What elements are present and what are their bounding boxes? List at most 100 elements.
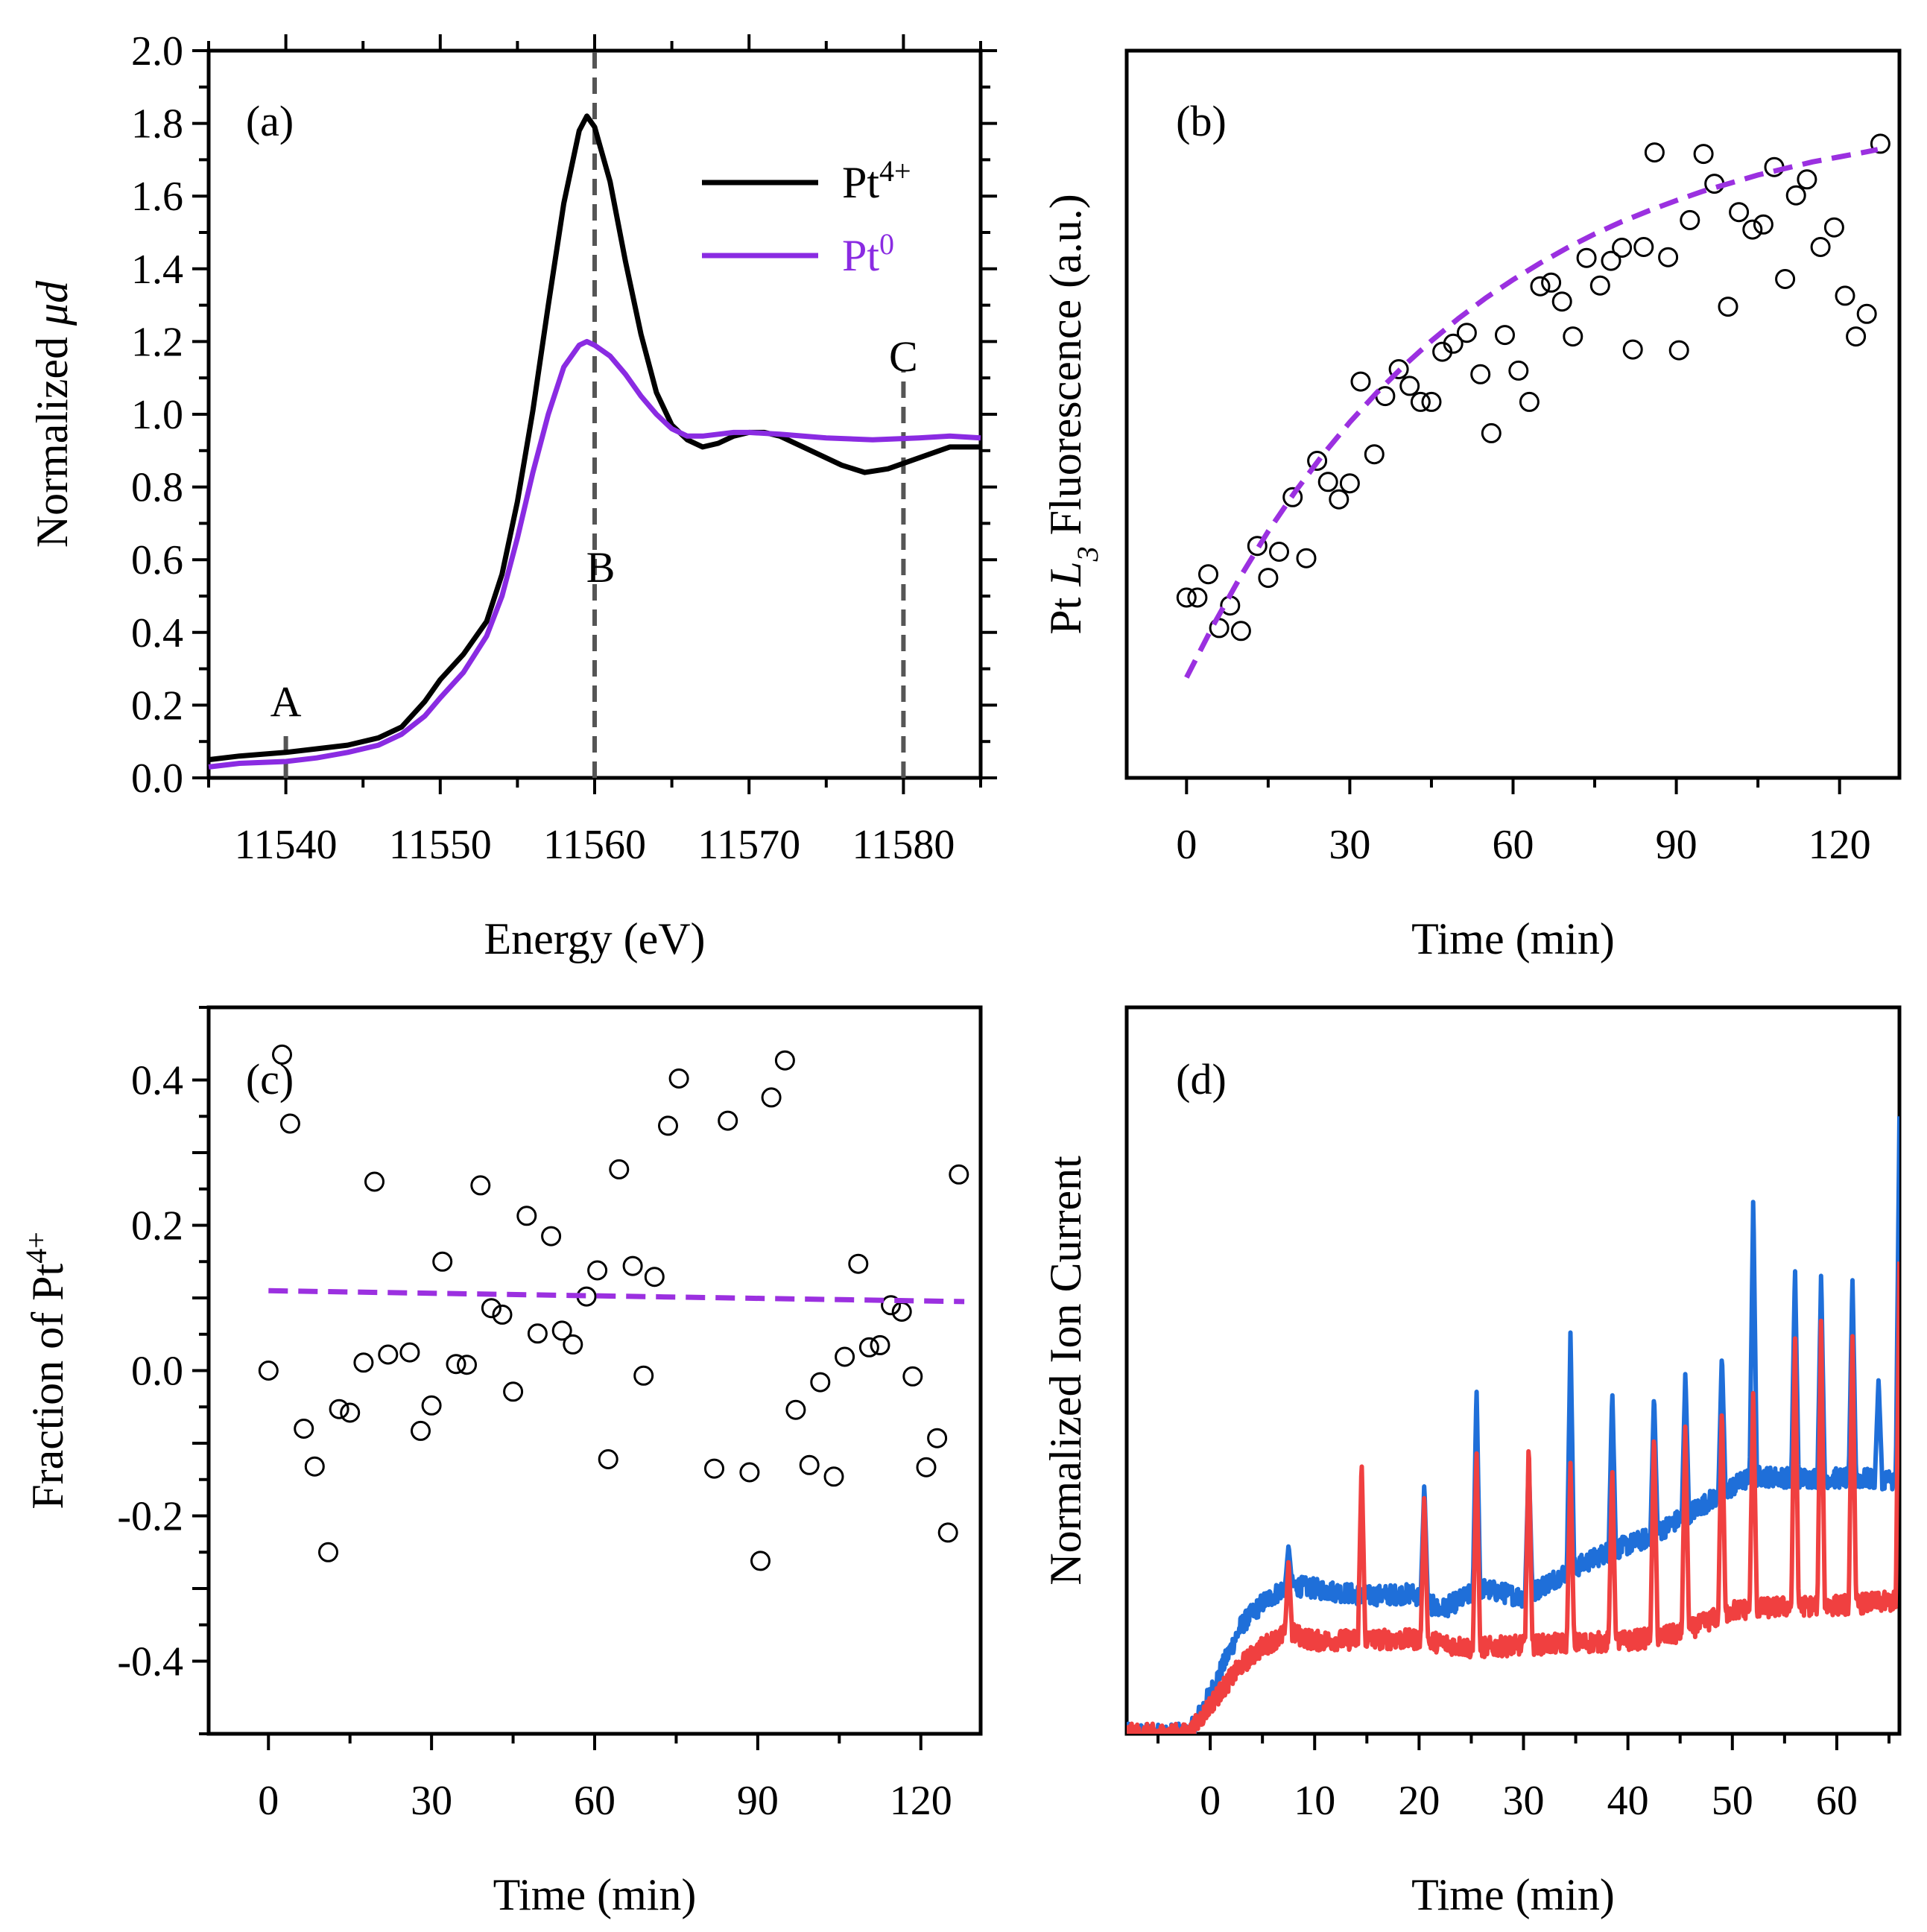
data-point	[927, 1428, 948, 1448]
data-point	[622, 1255, 643, 1276]
data-point	[1680, 209, 1700, 230]
y-tick-label: 0.4	[131, 1058, 183, 1104]
y-tick-label: -0.2	[117, 1494, 183, 1540]
panel-label: (b)	[1176, 97, 1227, 145]
data-point	[1317, 472, 1338, 492]
data-point	[481, 1298, 501, 1319]
data-point	[1508, 360, 1529, 381]
data-point	[1576, 247, 1597, 268]
x-axis-label: Time (min)	[493, 1870, 697, 1919]
data-point	[304, 1456, 325, 1477]
panel-c: 0 30 60 90 120-0.4-0.20.00.20.4 (c)Time (min)…	[19, 1005, 983, 1919]
data-point	[810, 1372, 831, 1393]
data-point	[1753, 214, 1773, 235]
data-point	[1589, 275, 1610, 296]
x-tick-label: 50	[1712, 1778, 1753, 1824]
data-point	[1176, 587, 1197, 608]
data-point	[1870, 133, 1890, 154]
data-point	[1658, 247, 1679, 267]
data-point	[1350, 371, 1371, 392]
panel-label: (a)	[246, 97, 294, 145]
y-axis-label: Normalized μd	[28, 280, 77, 548]
data-point	[937, 1522, 958, 1543]
series-line-Pt0	[208, 338, 981, 770]
data-point	[848, 1253, 869, 1274]
y-tick-label: 0.0	[131, 1349, 183, 1395]
axes-frame	[1124, 48, 1902, 780]
panel-a: 11540 11550 11560 11570 11580 0.0 0.2 0.4 0.6 0.8…	[28, 28, 997, 963]
data-point	[1519, 391, 1540, 412]
data-point	[1742, 219, 1763, 240]
x-tick-label: 120	[1809, 822, 1871, 868]
data-point	[1856, 303, 1877, 324]
data-point	[1364, 444, 1385, 465]
data-point	[1775, 269, 1796, 289]
data-point	[916, 1457, 937, 1477]
fit-line	[1184, 147, 1879, 679]
x-tick-label: 20	[1398, 1778, 1440, 1824]
panel-label: (d)	[1176, 1055, 1227, 1103]
data-point	[516, 1206, 537, 1226]
x-axis-label: Time (min)	[1411, 1870, 1615, 1919]
data-point	[1633, 237, 1654, 257]
y-axis-label: Pt L3 Fluorescence (a.u.)	[1041, 194, 1104, 635]
data-point	[668, 1068, 689, 1089]
data-point	[492, 1304, 513, 1325]
data-point	[835, 1346, 855, 1367]
data-point	[1187, 587, 1208, 608]
data-point	[318, 1542, 338, 1562]
data-point	[823, 1466, 844, 1487]
data-point	[598, 1449, 618, 1469]
data-point	[1612, 238, 1633, 258]
data-point	[1551, 291, 1572, 312]
data-point	[503, 1381, 524, 1402]
data-point	[1375, 386, 1396, 407]
y-tick-label: 0.6	[131, 537, 183, 583]
y-tick-label: 0.4	[131, 610, 183, 656]
y-axis-label: Fraction of Pt4+	[19, 1232, 73, 1510]
data-point	[1601, 250, 1621, 271]
x-tick-label: 30	[411, 1778, 452, 1824]
data-point	[870, 1334, 890, 1355]
data-point	[881, 1295, 902, 1316]
legend-entry-label: Pt0	[842, 227, 894, 281]
y-tick-label: 1.2	[131, 319, 183, 365]
x-axis-label: Energy (eV)	[484, 914, 705, 963]
data-point	[279, 1113, 300, 1134]
y-tick-label: 1.8	[131, 101, 183, 148]
y-tick-label: 1.6	[131, 174, 183, 220]
data-point	[541, 1226, 562, 1247]
legend-entry-label: Pt4+	[842, 154, 911, 208]
x-tick-label: 11540	[235, 822, 338, 868]
x-tick-label: 0	[258, 1778, 279, 1824]
data-point	[644, 1267, 665, 1288]
data-point	[294, 1419, 314, 1439]
y-tick-label: 1.4	[131, 247, 183, 293]
panel-d: 0 10 20 30 40 50 60 (d) Time (min) Normalized Ion…	[1041, 1005, 1902, 1919]
y-tick-label: 2.0	[131, 28, 183, 75]
x-tick-label: 60	[574, 1778, 616, 1824]
data-point	[774, 1050, 795, 1071]
data-point	[739, 1462, 760, 1483]
data-point	[1230, 621, 1251, 642]
panel-b: 0 30 60 90 120 (b) Time (min) Pt L3 Fluorescenc…	[1041, 48, 1902, 963]
x-tick-label: 11580	[852, 822, 955, 868]
x-tick-label: 30	[1503, 1778, 1545, 1824]
data-point	[1307, 451, 1328, 471]
data-point	[633, 1365, 654, 1386]
data-point	[949, 1164, 969, 1185]
data-point	[432, 1251, 453, 1272]
x-tick-label: 10	[1294, 1778, 1335, 1824]
data-point	[1797, 169, 1817, 190]
data-point	[563, 1334, 583, 1355]
y-tick-label: 0.2	[131, 1203, 183, 1250]
annotation-label-A: A	[270, 678, 302, 726]
y-tick-label: 0.0	[131, 756, 183, 802]
data-point	[799, 1454, 820, 1475]
y-tick-label: 0.2	[131, 682, 183, 729]
data-point	[658, 1115, 678, 1136]
x-tick-label: 30	[1329, 822, 1370, 868]
axes-frame	[206, 1005, 983, 1736]
data-point	[421, 1395, 442, 1416]
